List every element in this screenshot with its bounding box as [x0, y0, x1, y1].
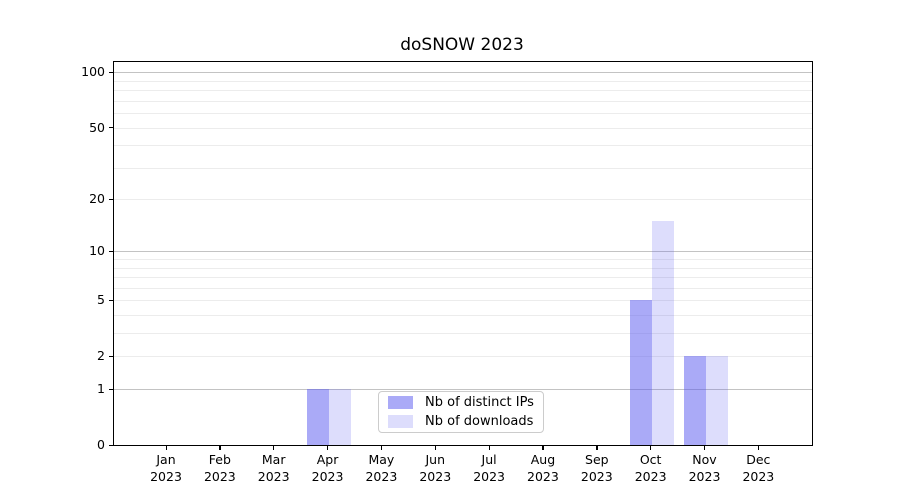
legend-item-downloads: Nb of downloads	[388, 414, 534, 429]
x-tick-label: Sep 2023	[567, 451, 627, 485]
x-tick-year: 2023	[311, 469, 344, 484]
y-tick-label: 50	[89, 119, 105, 135]
legend-swatch-distinct-ips-icon	[388, 396, 413, 409]
x-tick-mark	[542, 445, 544, 451]
gridline-minor	[114, 267, 812, 269]
y-tick-mark	[109, 198, 114, 201]
x-tick-month: Aug	[530, 452, 556, 467]
legend: Nb of distinct IPs Nb of downloads	[378, 391, 544, 433]
y-tick-mark	[109, 444, 114, 446]
x-tick-label: Jul 2023	[459, 451, 519, 485]
gridline-minor	[114, 167, 812, 169]
gridline-minor	[114, 113, 812, 115]
gridline-major	[114, 72, 812, 74]
x-tick-year: 2023	[419, 469, 452, 484]
bar-distinct-ips-oct	[629, 300, 652, 445]
x-tick-label: Nov 2023	[675, 451, 735, 485]
gridline-minor	[114, 199, 812, 201]
x-tick-year: 2023	[634, 469, 667, 484]
y-tick-label: 20	[89, 191, 105, 207]
x-tick-year: 2023	[203, 469, 236, 484]
y-tick-mark	[109, 127, 114, 129]
gridline-major	[114, 389, 812, 391]
bar-distinct-ips-apr	[306, 389, 329, 445]
x-tick-year: 2023	[257, 469, 290, 484]
y-tick-mark	[109, 299, 114, 302]
plot-area	[113, 61, 813, 446]
legend-label-downloads: Nb of downloads	[425, 414, 534, 429]
x-tick-month: Apr	[316, 452, 339, 467]
x-tick-mark	[327, 445, 329, 451]
y-tick-label: 1	[97, 381, 105, 397]
gridline-minor	[114, 90, 812, 92]
x-tick-year: 2023	[527, 469, 559, 484]
x-tick-month: Nov	[692, 452, 717, 467]
x-tick-mark	[273, 445, 275, 451]
x-tick-label: May 2023	[351, 451, 411, 485]
x-tick-label: Dec 2023	[728, 451, 788, 485]
chart-title: doSNOW 2023	[400, 35, 524, 55]
bar-downloads-apr	[328, 389, 351, 445]
x-tick-month: Mar	[261, 452, 286, 467]
y-tick-label: 100	[81, 64, 105, 80]
x-tick-mark	[165, 445, 167, 451]
gridline-minor	[114, 145, 812, 147]
y-tick-label: 5	[97, 292, 105, 308]
gridline-minor	[114, 287, 812, 289]
legend-item-distinct-ips: Nb of distinct IPs	[388, 395, 534, 410]
x-tick-mark	[488, 445, 490, 451]
y-tick-mark	[109, 355, 114, 358]
x-tick-mark	[757, 445, 760, 451]
gridline-minor	[114, 315, 812, 317]
x-tick-mark	[219, 445, 221, 451]
x-tick-mark	[434, 445, 437, 451]
x-tick-label: Mar 2023	[244, 451, 304, 485]
y-tick-label: 0	[97, 437, 105, 452]
gridline-minor	[114, 277, 812, 279]
x-tick-mark	[596, 445, 598, 451]
x-tick-year: 2023	[150, 469, 182, 484]
bar-downloads-oct	[651, 221, 674, 445]
y-tick-mark	[109, 250, 114, 253]
bar-downloads-nov	[705, 356, 728, 445]
y-tick-label: 2	[97, 348, 105, 364]
x-tick-mark	[650, 445, 652, 451]
x-tick-label: Apr 2023	[298, 451, 358, 485]
gridline-minor	[114, 356, 812, 358]
legend-label-distinct-ips: Nb of distinct IPs	[425, 395, 534, 410]
x-tick-year: 2023	[365, 469, 398, 484]
y-tick-label: 10	[89, 243, 105, 259]
gridline-minor	[114, 333, 812, 335]
x-tick-label: Jun 2023	[405, 451, 465, 485]
x-tick-mark	[380, 445, 383, 451]
x-tick-month: Dec	[746, 452, 771, 467]
x-tick-label: Oct 2023	[621, 451, 681, 485]
x-tick-month: Jan	[156, 452, 176, 467]
gridline-minor	[114, 127, 812, 129]
x-tick-month: Jul	[481, 452, 497, 467]
x-tick-label: Jan 2023	[136, 451, 196, 485]
gridline-minor	[114, 80, 812, 82]
x-tick-month: Jun	[425, 452, 446, 467]
gridline-minor	[114, 100, 812, 102]
legend-swatch-downloads-icon	[388, 415, 413, 428]
x-tick-year: 2023	[580, 469, 613, 484]
gridline-minor	[114, 300, 812, 302]
y-tick-mark	[109, 71, 114, 74]
x-tick-mark	[704, 445, 706, 451]
x-tick-month: Feb	[208, 452, 231, 467]
y-tick-mark	[109, 388, 114, 390]
x-tick-year: 2023	[688, 469, 721, 484]
x-tick-month: May	[368, 452, 395, 467]
x-tick-label: Feb 2023	[190, 451, 250, 485]
x-tick-month: Oct	[639, 452, 662, 467]
bar-distinct-ips-nov	[683, 356, 706, 445]
x-tick-year: 2023	[473, 469, 505, 484]
gridline-minor	[114, 259, 812, 261]
x-tick-label: Aug 2023	[513, 451, 573, 485]
x-tick-month: Sep	[585, 452, 609, 467]
gridline-major	[114, 251, 812, 253]
x-tick-year: 2023	[742, 469, 775, 484]
